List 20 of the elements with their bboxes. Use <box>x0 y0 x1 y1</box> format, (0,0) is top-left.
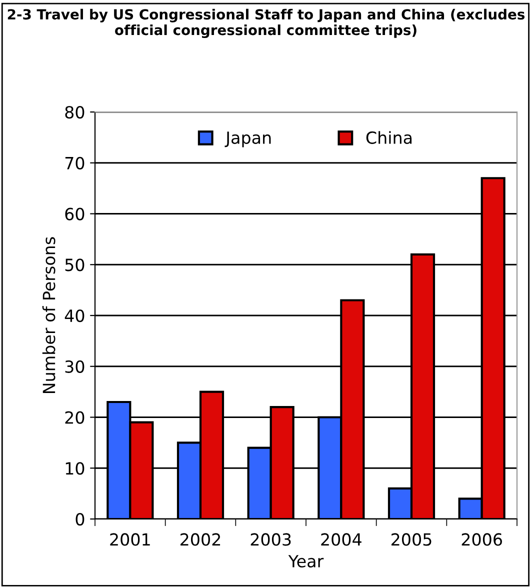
x-tick-label: 2005 <box>392 533 432 546</box>
x-tick-label: 2001 <box>110 533 150 546</box>
y-tick-label: 50 <box>65 258 84 272</box>
legend-label: Japan <box>224 132 271 148</box>
legend-label: China <box>366 131 412 144</box>
x-tick-label: 2003 <box>250 533 291 546</box>
y-axis-title: Number of Persons <box>42 237 56 394</box>
y-tick-label: 80 <box>65 106 84 119</box>
y-tick-label: 30 <box>65 360 84 373</box>
x-tick-label: 2004 <box>321 533 362 546</box>
x-tick-label: 2006 <box>462 533 502 546</box>
y-tick-label: 40 <box>64 309 84 322</box>
x-axis-title: Year <box>288 555 324 568</box>
x-tick-label: 2002 <box>180 533 220 546</box>
y-tick-label: 10 <box>66 462 84 475</box>
y-tick-label: 0 <box>76 512 84 526</box>
y-tick-label: 20 <box>65 411 84 424</box>
y-tick-label: 60 <box>65 208 84 220</box>
y-tick-label: 70 <box>65 156 84 170</box>
chart-title: 2-3 Travel by US Congressional Staff to Japan and China (excludes official congressional committee trips) <box>8 8 525 38</box>
